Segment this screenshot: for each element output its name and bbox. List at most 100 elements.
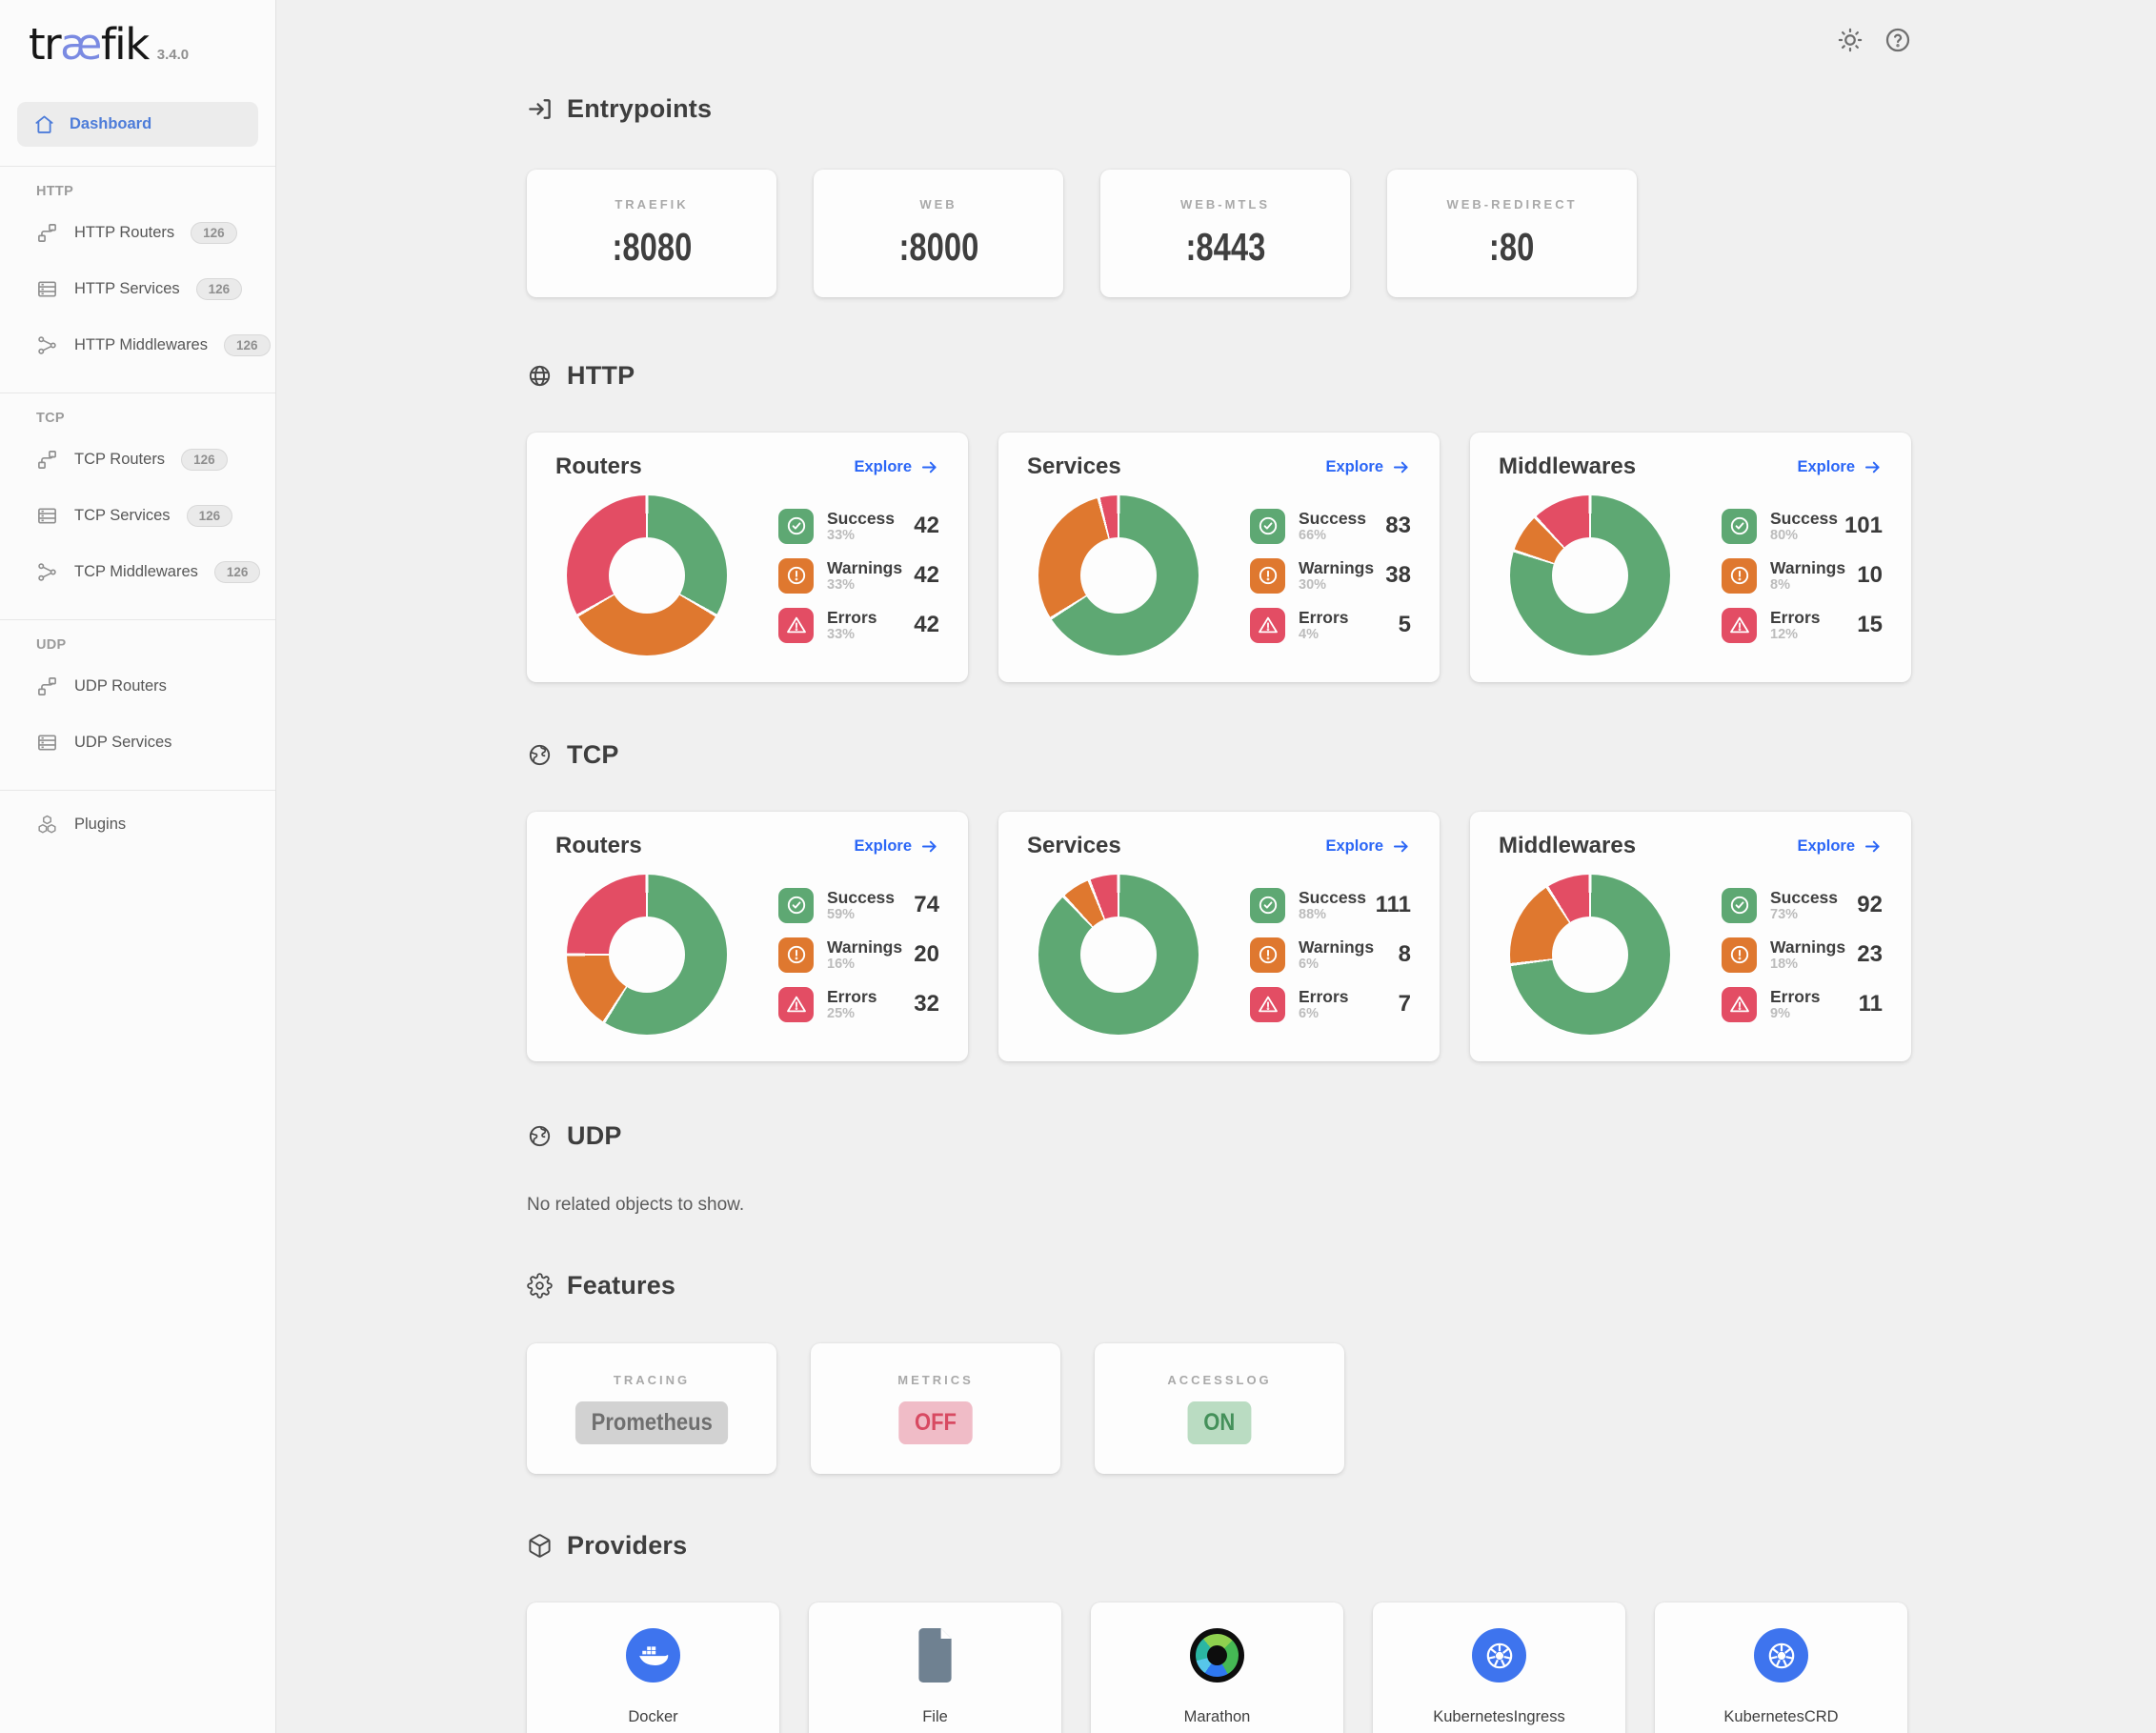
sidebar-item-label: UDP Services — [74, 734, 172, 751]
legend-label: Success — [827, 508, 896, 528]
sidebar-item-http-services[interactable]: HTTP Services 126 — [0, 261, 275, 317]
section-title: TCP — [567, 739, 619, 769]
explore-label: Explore — [1325, 457, 1383, 475]
tcp-middlewares-card: Middlewares Explore Success 73% 92 Warni — [1470, 812, 1911, 1061]
legend-percent: 16% — [827, 956, 856, 972]
package-icon — [527, 1533, 553, 1559]
udp-empty-message: No related objects to show. — [527, 1195, 745, 1215]
sidebar-item-tcp-services[interactable]: TCP Services 126 — [0, 488, 275, 544]
kubernetes-icon — [1472, 1628, 1526, 1683]
section-heading-udp: UDP — [527, 1118, 1918, 1153]
section-heading-features: Features — [527, 1268, 1918, 1302]
check-circle-icon — [1250, 508, 1285, 544]
arrow-right-icon — [921, 840, 937, 852]
sidebar-item-dashboard[interactable]: Dashboard — [17, 102, 258, 147]
donut-chart — [567, 495, 727, 655]
sidebar-item-udp-routers[interactable]: UDP Routers — [0, 658, 275, 715]
error-triangle-icon — [1250, 607, 1285, 643]
legend-value: 11 — [1858, 991, 1883, 1017]
section-heading-providers: Providers — [527, 1528, 1918, 1562]
legend-value: 92 — [1857, 892, 1883, 917]
explore-label: Explore — [1797, 836, 1855, 855]
sidebar-item-http-middlewares[interactable]: HTTP Middlewares 126 — [0, 317, 275, 373]
explore-link[interactable]: Explore — [854, 836, 939, 856]
provider-card-docker: Docker — [527, 1602, 779, 1733]
globe-icon — [527, 363, 553, 389]
entrypoint-card-web-mtls: WEB-MTLS :8443 — [1100, 170, 1350, 297]
legend-value: 32 — [914, 991, 939, 1017]
legend-percent: 25% — [827, 1005, 856, 1021]
legend-value: 101 — [1844, 513, 1883, 538]
feature-name: METRICS — [897, 1373, 974, 1387]
card-title: Services — [1027, 833, 1121, 858]
legend-row-success: Success 80% 101 — [1722, 508, 1883, 544]
feature-name: ACCESSLOG — [1167, 1373, 1272, 1387]
warning-circle-icon — [1722, 557, 1757, 594]
explore-link[interactable]: Explore — [1325, 836, 1411, 856]
legend-value: 74 — [914, 892, 939, 917]
legend-label: Warnings — [1299, 557, 1375, 577]
entrypoint-name: WEB — [919, 197, 957, 212]
legend-row-errors: Errors 25% 32 — [778, 986, 939, 1022]
legend-row-success: Success 73% 92 — [1722, 887, 1883, 923]
routers-icon — [36, 222, 58, 244]
providers-row: Docker File Marathon KubernetesIngre — [527, 1602, 1918, 1733]
sidebar-item-label: HTTP Routers — [74, 224, 175, 241]
legend-value: 8 — [1398, 941, 1411, 967]
sidebar-item-label: TCP Routers — [74, 451, 166, 468]
donut-chart — [1510, 875, 1670, 1035]
legend-row-errors: Errors 6% 7 — [1250, 986, 1411, 1022]
legend-value: 15 — [1857, 612, 1883, 637]
check-circle-icon — [778, 887, 814, 923]
legend-value: 23 — [1857, 941, 1883, 967]
routers-icon — [36, 675, 58, 697]
provider-name: KubernetesIngress — [1433, 1708, 1565, 1725]
sidebar-item-plugins[interactable]: Plugins — [0, 796, 275, 853]
services-icon — [36, 505, 58, 527]
sidebar-item-http-routers[interactable]: HTTP Routers 126 — [0, 205, 275, 261]
features-row: TRACING Prometheus METRICS OFF ACCESSLOG… — [527, 1343, 1918, 1474]
sidebar-item-tcp-routers[interactable]: TCP Routers 126 — [0, 432, 275, 488]
section-heading-tcp: TCP — [527, 737, 1918, 772]
legend-row-errors: Errors 33% 42 — [778, 607, 939, 643]
traefik-logo: træfik 3.4.0 — [29, 19, 190, 70]
explore-link[interactable]: Explore — [1325, 457, 1411, 477]
legend-row-warnings: Warnings 33% 42 — [778, 557, 939, 594]
sidebar-item-udp-services[interactable]: UDP Services — [0, 715, 275, 771]
check-circle-icon — [1722, 508, 1757, 544]
warning-circle-icon — [1722, 937, 1757, 973]
feature-value-badge: ON — [1187, 1401, 1252, 1444]
legend-value: 5 — [1398, 612, 1411, 637]
provider-card-kubernetescrd: KubernetesCRD — [1655, 1602, 1907, 1733]
theme-toggle-sun-icon[interactable] — [1836, 26, 1864, 54]
sidebar-tcp-list: TCP Routers 126 TCP Services 126 TCP Mid… — [0, 432, 275, 600]
entrypoint-card-web-redirect: WEB-REDIRECT :80 — [1387, 170, 1637, 297]
legend-label: Success — [1299, 508, 1367, 528]
sidebar-item-label: Dashboard — [70, 115, 152, 132]
donut-chart — [1038, 875, 1199, 1035]
legend-row-errors: Errors 4% 5 — [1250, 607, 1411, 643]
count-badge: 126 — [213, 561, 261, 583]
sidebar-item-label: HTTP Services — [74, 280, 180, 297]
legend-percent: 6% — [1299, 956, 1319, 972]
legend-percent: 66% — [1299, 527, 1327, 543]
legend-label: Errors — [1299, 986, 1349, 1006]
entrypoint-port: :80 — [1489, 225, 1535, 269]
sidebar-section-udp: UDP — [36, 637, 67, 653]
legend-percent: 33% — [827, 527, 856, 543]
legend-percent: 59% — [827, 906, 856, 922]
feature-card-tracing: TRACING Prometheus — [527, 1343, 776, 1474]
feature-card-metrics: METRICS OFF — [811, 1343, 1060, 1474]
section-title: HTTP — [567, 360, 635, 390]
sidebar-divider — [0, 166, 275, 167]
help-icon[interactable] — [1884, 26, 1912, 54]
tcp-services-card: Services Explore Success 88% 111 Warning — [998, 812, 1440, 1061]
explore-link[interactable]: Explore — [854, 457, 939, 477]
legend-percent: 80% — [1770, 527, 1799, 543]
http-cards-row: Routers Explore Success 33% 42 Warnings 3 — [527, 433, 1918, 682]
sidebar-item-tcp-middlewares[interactable]: TCP Middlewares 126 — [0, 544, 275, 600]
explore-link[interactable]: Explore — [1797, 836, 1883, 856]
http-services-card: Services Explore Success 66% 83 Warnings — [998, 433, 1440, 682]
explore-link[interactable]: Explore — [1797, 457, 1883, 477]
sidebar-http-list: HTTP Routers 126 HTTP Services 126 HTTP … — [0, 205, 275, 373]
